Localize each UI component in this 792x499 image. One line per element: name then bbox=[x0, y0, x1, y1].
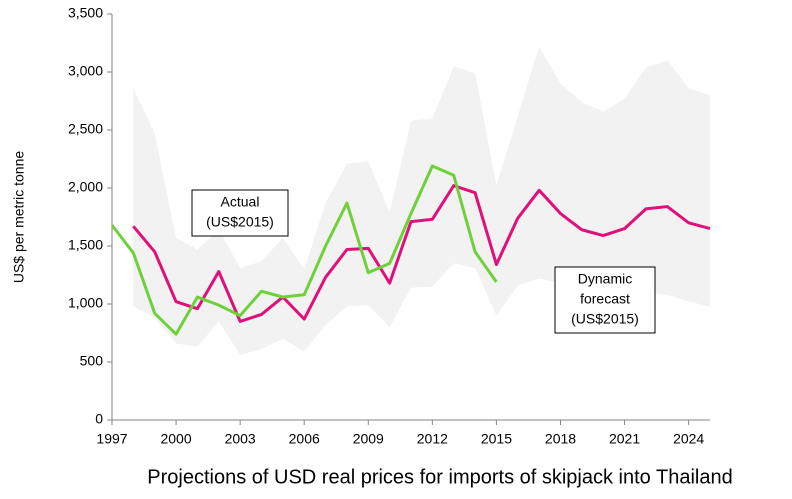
y-tick-label: 2,000 bbox=[68, 179, 103, 195]
y-tick-label: 2,500 bbox=[68, 121, 103, 137]
annotation-text: (US$2015) bbox=[571, 311, 639, 327]
x-tick-label: 2018 bbox=[545, 431, 576, 447]
y-tick-label: 1,000 bbox=[68, 295, 103, 311]
y-axis-label: US$ per metric tonne bbox=[11, 151, 27, 283]
chart-title: Projections of USD real prices for impor… bbox=[147, 466, 732, 488]
x-tick-label: 2000 bbox=[160, 431, 191, 447]
series-line bbox=[110, 164, 498, 336]
annotation-text: Actual bbox=[221, 194, 260, 210]
series-line bbox=[132, 184, 711, 323]
annotation-box bbox=[554, 266, 656, 334]
annotation-box bbox=[191, 189, 289, 237]
x-tick-label: 2003 bbox=[225, 431, 256, 447]
x-tick-label: 2009 bbox=[353, 431, 384, 447]
x-tick-label: 2024 bbox=[673, 431, 704, 447]
y-tick-label: 1,500 bbox=[68, 237, 103, 253]
y-tick-label: 3,500 bbox=[68, 5, 103, 21]
y-tick-label: 500 bbox=[80, 353, 104, 369]
y-tick-label: 0 bbox=[95, 411, 103, 427]
annotation-text: Dynamic bbox=[578, 271, 632, 287]
y-tick-label: 3,000 bbox=[68, 63, 103, 79]
annotation-text: forecast bbox=[580, 291, 630, 307]
x-tick-label: 1997 bbox=[96, 431, 127, 447]
x-tick-label: 2021 bbox=[609, 431, 640, 447]
x-tick-label: 2012 bbox=[417, 431, 448, 447]
x-tick-label: 2006 bbox=[289, 431, 320, 447]
annotation-text: (US$2015) bbox=[206, 214, 274, 230]
x-tick-label: 2015 bbox=[481, 431, 512, 447]
